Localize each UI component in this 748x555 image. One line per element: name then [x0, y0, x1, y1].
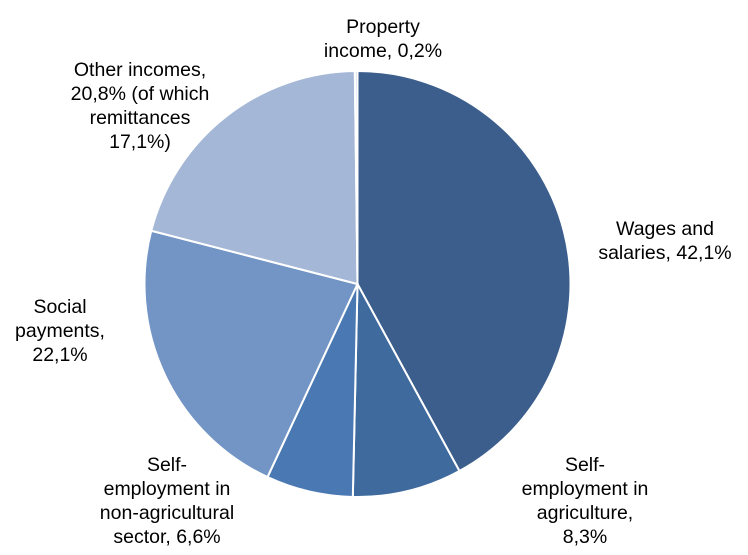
pie-data-label-line: income, 0,2% — [324, 40, 442, 62]
pie-slice — [143, 229, 359, 479]
pie-data-label-line: 17,1%) — [109, 131, 171, 153]
pie-data-label-line: non-agricultural — [100, 502, 234, 524]
pie-data-label-line: payments, — [15, 320, 105, 342]
pie-data-label-line: Social — [33, 296, 86, 318]
pie-slices — [143, 69, 572, 498]
pie-slice — [351, 280, 461, 498]
pie-data-label-line: 8,3% — [563, 526, 607, 548]
pie-data-label-line: agriculture, — [537, 502, 633, 524]
pie-data-label: Self-employment in non-agricultural sector… — [100, 454, 234, 548]
pie-data-label: Social payments, 22,1% — [15, 296, 105, 366]
pie-data-label: Self-employment in agriculture, 8,3% — [522, 454, 649, 548]
pie-data-label: Wages and salaries, 42,1% — [598, 218, 731, 264]
pie-slice — [353, 69, 359, 285]
pie-data-label-line: employment in — [522, 478, 649, 500]
pie-data-label-line: salaries, 42,1% — [598, 242, 731, 264]
pie-data-label-line: 20,8% (of which — [71, 83, 210, 105]
pie-data-label-line: Self- — [565, 454, 605, 476]
pie-data-label-line: sector, 6,6% — [113, 526, 220, 548]
pie-data-label-line: remittances — [90, 107, 191, 129]
pie-data-label: Other incomes, 20,8% (of which remittances… — [71, 59, 210, 153]
pie-slice — [356, 69, 572, 473]
pie-data-label-line: Property — [346, 16, 420, 38]
pie-data-label-line: Other incomes, — [74, 59, 206, 81]
pie-data-label-line: employment in — [104, 478, 231, 500]
pie-data-label-line: 22,1% — [32, 344, 87, 366]
pie-data-label: Property income, 0,2% — [324, 16, 442, 62]
pie-data-label-line: Self- — [147, 454, 187, 476]
pie-slice — [150, 70, 359, 286]
pie-data-label-line: Wages and — [616, 218, 714, 240]
pie-labels: Wages and salaries, 42,1% Self-employment … — [15, 16, 732, 548]
